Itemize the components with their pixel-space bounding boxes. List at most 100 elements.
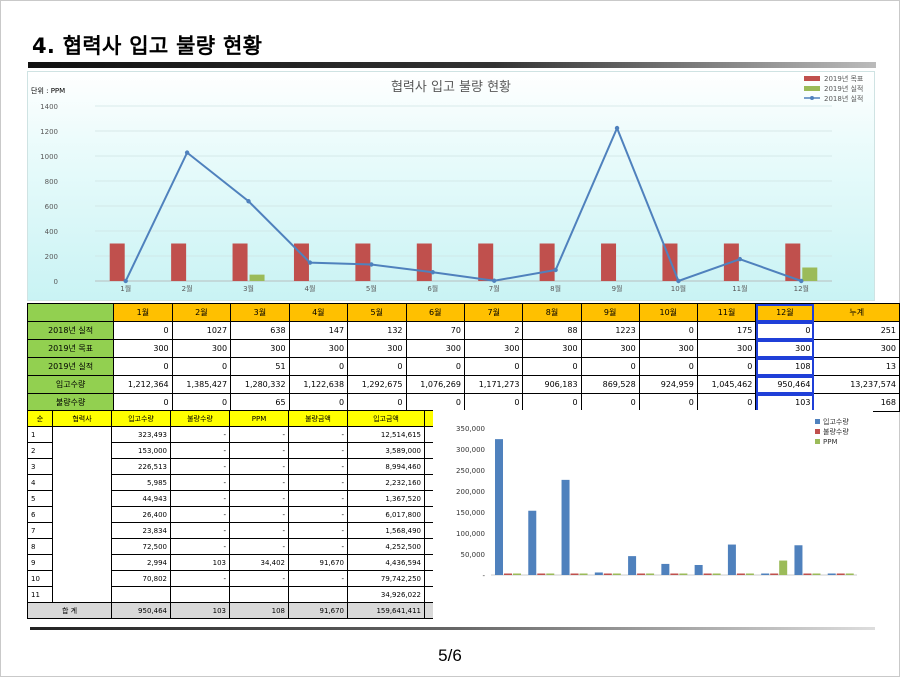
y-tick-label: 300,000 (456, 446, 485, 454)
series-2-bar (637, 573, 646, 575)
series-1-bar (661, 563, 670, 575)
summary-cell: 638 (230, 321, 290, 340)
summary-month-header: 8월 (522, 303, 582, 322)
summary-cell: 0 (113, 357, 173, 376)
legend-label: 2019년 실적 (824, 84, 863, 93)
summary-cell: 168 (813, 393, 900, 412)
target-bar (539, 243, 555, 281)
line-2018-point (123, 278, 128, 284)
detail-cell: - (229, 458, 289, 475)
x-tick-label: 8월 (550, 284, 561, 293)
summary-cell: 51 (230, 357, 290, 376)
detail-cell: 70,802 (111, 570, 171, 587)
series-1-bar (794, 545, 803, 575)
detail-header-cell: PPM (229, 410, 289, 427)
series-1-bar (594, 572, 603, 575)
page-title: 4. 협력사 입고 불량 현황 (32, 34, 263, 58)
summary-row-label: 2019년 실적 (26, 357, 115, 376)
summary-cell: 251 (813, 321, 900, 340)
summary-cell: 300 (696, 339, 757, 358)
summary-cell: 300 (230, 339, 290, 358)
detail-cell (52, 506, 112, 523)
summary-cell: 0 (405, 393, 465, 412)
actual-2019-bar (249, 274, 265, 281)
detail-header-cell: 순 (27, 410, 53, 427)
y-tick-label: 600 (45, 203, 58, 211)
summary-cell: 300 (405, 339, 465, 358)
detail-row: 2 153,000- - -3,589,000 (27, 442, 484, 459)
detail-cell: 34,926,022 (347, 586, 425, 603)
target-bar (478, 243, 494, 281)
summary-month-header: 10월 (638, 303, 698, 322)
summary-cell: 0 (638, 321, 698, 340)
detail-cell: - (170, 426, 230, 443)
summary-cell: 70 (405, 321, 465, 340)
detail-cell: - (170, 522, 230, 539)
detail-cell: - (229, 538, 289, 555)
summary-cell: 13,237,574 (813, 375, 900, 394)
detail-cell (288, 586, 348, 603)
summary-cell: 65 (230, 393, 290, 412)
summary-cell: 0 (522, 357, 582, 376)
detail-row: 10 70,802- - -79,742,250 (27, 570, 484, 587)
summary-row: 입고수량 1,212,364 1,385,427 1,280,332 1,122,638… (26, 375, 900, 394)
summary-cell: 300 (113, 339, 173, 358)
bottom-rule (30, 627, 875, 630)
detail-cell: 9 (27, 554, 53, 571)
summary-cell: 147 (288, 321, 349, 340)
y-tick-label: 150,000 (456, 509, 485, 517)
summary-cell: 0 (638, 393, 698, 412)
detail-cell: 2,232,160 (347, 474, 425, 491)
x-tick-label: 11월 (732, 284, 747, 293)
summary-cell: 0 (113, 393, 173, 412)
series-1-bar (628, 556, 637, 575)
detail-cell: 23,834 (111, 522, 171, 539)
legend-label: 입고수량 (823, 418, 849, 426)
detail-cell: 1,568,490 (347, 522, 425, 539)
detail-cell: 3 (27, 458, 53, 475)
y-tick-label: 800 (45, 178, 58, 186)
legend-swatch (804, 86, 820, 91)
summary-cell: 1,292,675 (347, 375, 407, 394)
detail-cell: - (170, 474, 230, 491)
series-3-bar (845, 573, 854, 575)
series-2-bar (670, 573, 679, 575)
series-1-bar (561, 479, 570, 575)
summary-cell: 0 (347, 357, 407, 376)
detail-cell: - (288, 570, 348, 587)
detail-cell (52, 490, 112, 507)
detail-cell: 8 (27, 538, 53, 555)
detail-cell: - (229, 426, 289, 443)
summary-cell: 88 (522, 321, 582, 340)
summary-month-header: 2월 (171, 303, 232, 322)
series-1-bar (528, 510, 537, 575)
summary-month-header: 12월 (755, 303, 815, 322)
detail-cell: - (170, 442, 230, 459)
target-bar (232, 243, 248, 281)
y-tick-label: 50,000 (461, 551, 486, 559)
summary-cell: 1,385,427 (171, 375, 232, 394)
monthly-ppm-chart-svg: 협력사 입고 불량 현황 단위 : PPM 0 200 400 600 800 1000 120… (31, 74, 864, 293)
detail-row: 3 226,513- - -8,994,460 (27, 458, 484, 475)
legend-swatch-marker (810, 96, 814, 100)
summary-cell: 2 (463, 321, 524, 340)
summary-cell: 108 (755, 357, 815, 376)
detail-cell: - (229, 490, 289, 507)
detail-total-defect: 103 (170, 602, 230, 619)
detail-cell (52, 570, 112, 587)
series-3-bar (579, 573, 588, 575)
y-tick-label: 0 (54, 278, 58, 286)
target-bar (785, 243, 801, 281)
monthly-summary-table: 1월 2월 3월 4월 5월 6월 7월 8월 9월 10월 11월 12월 누계 2018년 실적 0 1… (26, 303, 900, 412)
detail-cell (52, 426, 112, 443)
detail-cell: - (170, 506, 230, 523)
detail-header-cell: 입고금액 (347, 410, 425, 427)
detail-header-cell: 불량수량 (170, 410, 230, 427)
summary-row: 2019년 목표 300 300 300 300 300 300 300 300 300 300 30… (26, 339, 900, 358)
unit-label: 단위 : PPM (31, 86, 65, 95)
summary-cell: 300 (813, 339, 900, 358)
series-3-bar (679, 573, 688, 575)
target-bar (293, 243, 309, 281)
summary-cell: 300 (347, 339, 407, 358)
detail-header-cell: 협력사 (52, 410, 112, 427)
